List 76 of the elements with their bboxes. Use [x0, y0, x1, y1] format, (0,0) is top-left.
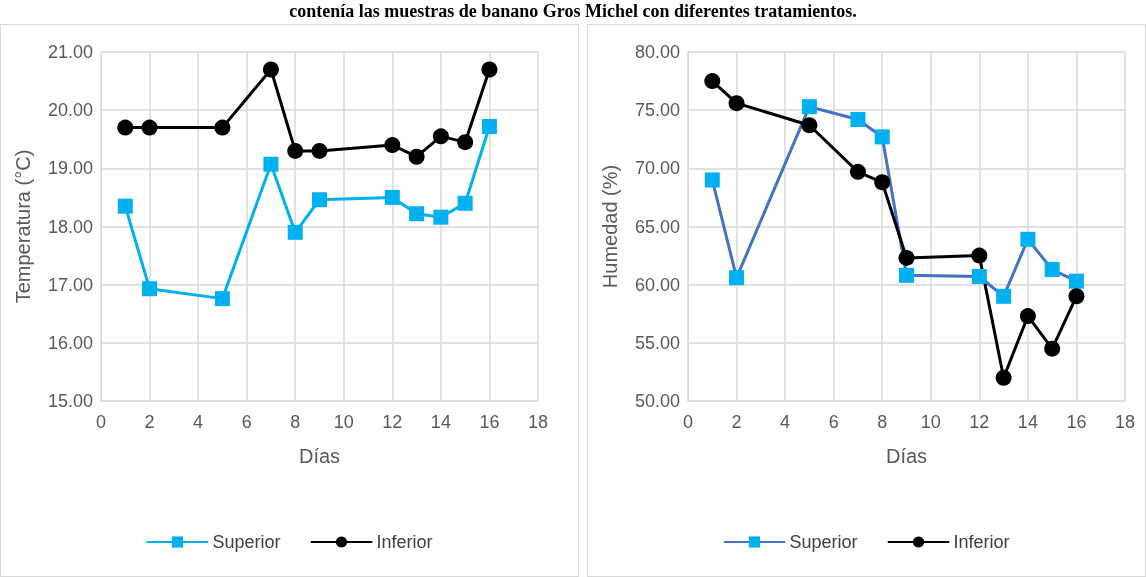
point: [801, 117, 818, 134]
point: [287, 142, 304, 159]
point: [214, 119, 231, 136]
x-tick-label: 2: [144, 412, 155, 432]
x-tick-label: 8: [290, 412, 301, 432]
point: [433, 209, 449, 225]
point: [214, 291, 230, 307]
x-tick-label: 8: [877, 412, 888, 432]
x-tick-label: 12: [969, 412, 990, 432]
y-axis-title: Temperatura (°C): [12, 149, 34, 304]
x-tick-label: 18: [1114, 412, 1136, 432]
y-tick-label: 18.00: [47, 216, 93, 237]
legend-label: Superior: [212, 532, 281, 552]
point: [117, 119, 134, 136]
text: contenía las muestras de banano Gros Michel con diferentes tratamientos.: [288, 1, 858, 22]
y-tick-label: 70.00: [634, 158, 680, 179]
y-tick-label: 19.00: [47, 158, 93, 179]
point: [704, 73, 721, 90]
x-tick-label: 10: [920, 412, 941, 432]
point: [117, 198, 133, 214]
x-tick-label: 18: [527, 412, 549, 432]
x-tick-label: 16: [1066, 412, 1087, 432]
point: [409, 206, 425, 222]
y-axis-title: Humedad (%): [599, 164, 621, 289]
y-tick-label: 16.00: [47, 332, 93, 353]
y-tick-label: 60.00: [634, 274, 680, 295]
point: [457, 195, 473, 211]
point: [312, 192, 327, 208]
point: [1044, 340, 1061, 357]
x-tick-label: 4: [780, 412, 791, 432]
point: [995, 369, 1012, 386]
x-tick-label: 4: [193, 412, 204, 432]
y-tick-label: 75.00: [634, 100, 680, 121]
point: [1019, 308, 1036, 325]
x-tick-label: 14: [430, 412, 451, 432]
x-tick-label: 0: [95, 412, 107, 432]
point: [384, 137, 401, 154]
point: [263, 156, 279, 172]
point: [481, 118, 497, 134]
legend-label: Superior: [789, 532, 858, 552]
x-tick-label: 12: [382, 412, 403, 432]
point: [1068, 288, 1085, 305]
x-tick-label: 6: [828, 412, 839, 432]
y-tick-label: 80.00: [634, 42, 680, 62]
y-tick-label: 17.00: [47, 274, 93, 295]
y-tick-label: 20.00: [47, 100, 93, 121]
x-tick-label: 6: [241, 412, 252, 432]
point: [384, 189, 400, 205]
point: [287, 224, 303, 240]
point: [971, 247, 988, 264]
point: [898, 249, 915, 266]
y-tick-label: 21.00: [47, 42, 93, 62]
point: [262, 61, 279, 78]
y-tick-label: 50.00: [634, 391, 680, 411]
x-axis-title: Días: [298, 445, 341, 467]
point: [432, 128, 449, 145]
point: [457, 134, 474, 151]
point: [728, 95, 745, 112]
point: [142, 281, 158, 297]
x-axis-title: Días: [885, 445, 928, 467]
point: [311, 142, 328, 159]
x-tick-label: 16: [479, 412, 500, 432]
x-tick-label: 14: [1017, 412, 1038, 432]
point: [408, 148, 425, 165]
point: [849, 163, 866, 180]
y-tick-label: 55.00: [634, 332, 680, 353]
y-tick-label: 15.00: [47, 391, 93, 411]
x-tick-label: 0: [682, 412, 694, 432]
point: [481, 61, 498, 78]
legend-label: Inferior: [953, 532, 1010, 552]
point: [141, 119, 158, 136]
legend-label: Inferior: [376, 532, 433, 552]
point: [874, 174, 891, 191]
x-tick-label: 10: [333, 412, 354, 432]
x-tick-label: 2: [731, 412, 742, 432]
y-tick-label: 65.00: [634, 216, 680, 237]
